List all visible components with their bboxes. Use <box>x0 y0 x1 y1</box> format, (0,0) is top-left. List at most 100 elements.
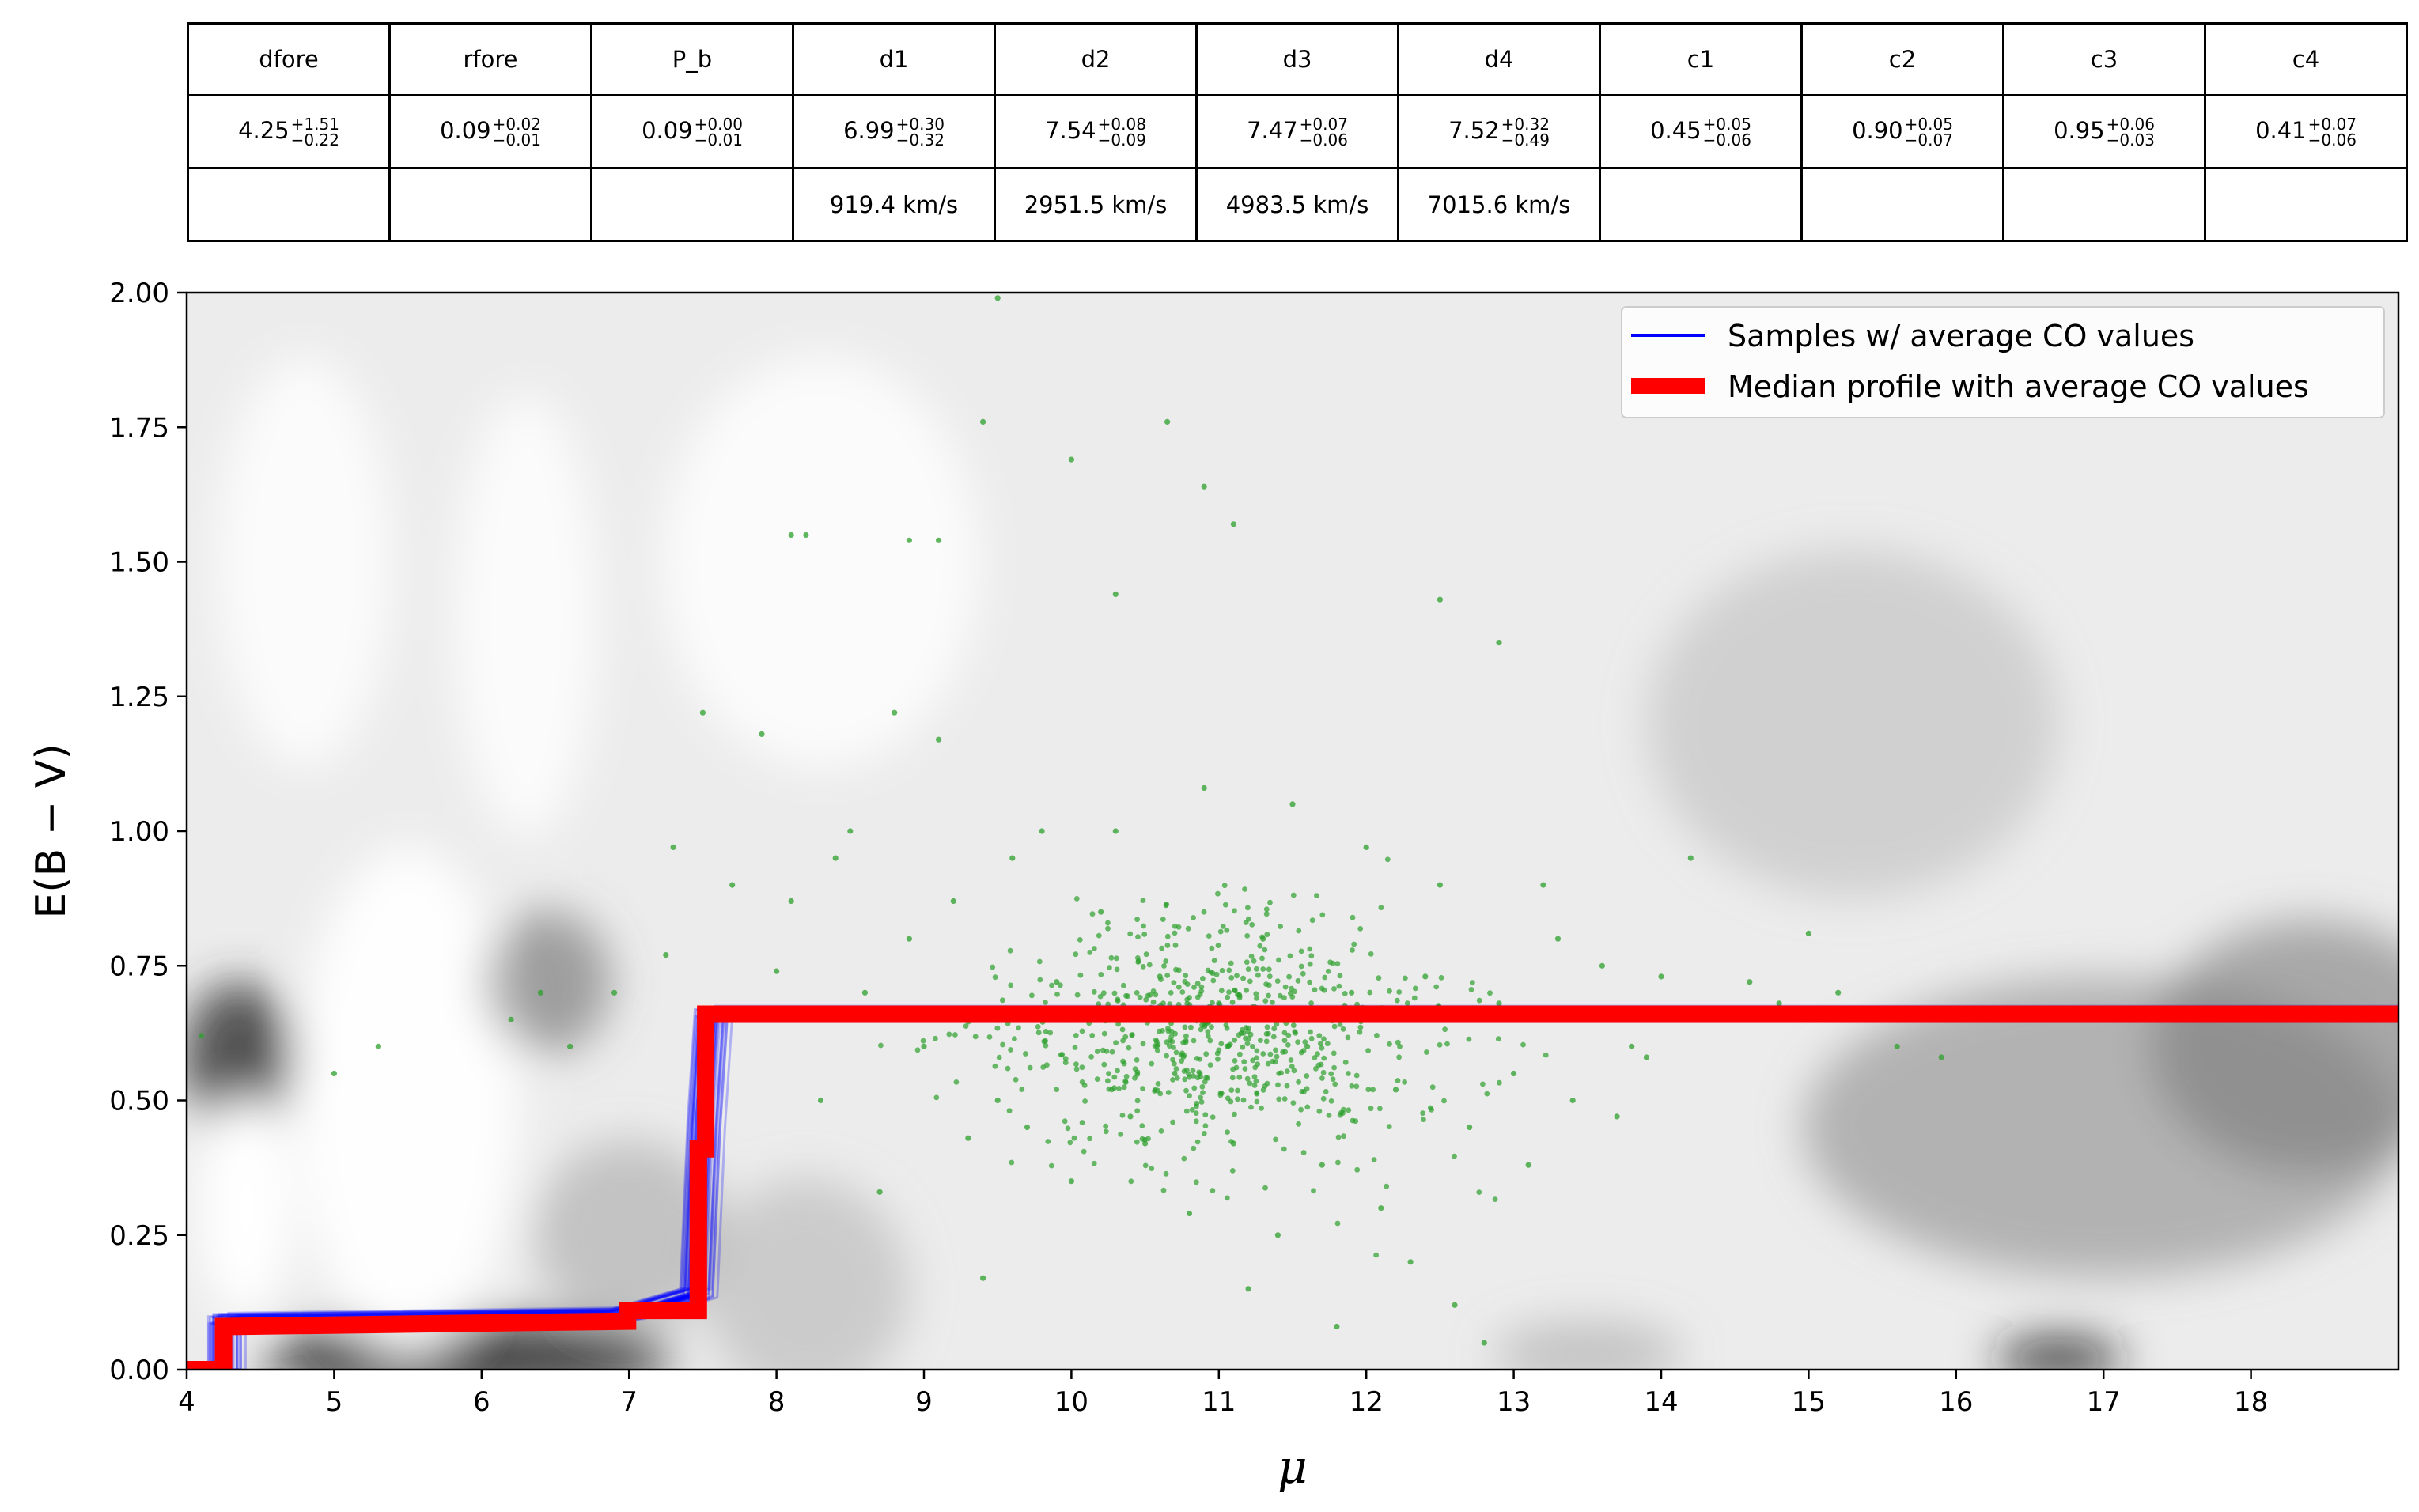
scatter-point <box>1296 1121 1301 1127</box>
param-header: dfore <box>187 22 391 96</box>
scatter-point <box>1108 954 1115 961</box>
scatter-point <box>537 989 544 996</box>
scatter-point <box>1353 1083 1360 1090</box>
scatter-point <box>1142 1162 1149 1169</box>
scatter-point <box>1273 1136 1278 1143</box>
scatter-point <box>963 1023 969 1029</box>
scatter-point <box>1229 1000 1236 1005</box>
density-blob <box>2152 920 2398 1174</box>
scatter-point <box>1160 917 1166 922</box>
param-value: 0.09 <box>440 116 491 144</box>
scatter-point <box>1194 1100 1200 1106</box>
x-tick-label: 6 <box>473 1386 490 1418</box>
scatter-point <box>1240 975 1246 981</box>
scatter-point <box>1146 962 1153 968</box>
scatter-point <box>1321 987 1327 993</box>
scatter-point <box>1149 1166 1155 1171</box>
scatter-point <box>1442 1026 1448 1033</box>
scatter-point <box>1200 976 1206 981</box>
scatter-point <box>1281 1146 1287 1152</box>
scatter-point <box>1065 1125 1071 1132</box>
param-header: d3 <box>1195 22 1399 96</box>
scatter-point <box>1340 1110 1346 1116</box>
scatter-point <box>1314 893 1319 898</box>
param-value-cell: 0.09 +0.02 −0.01 <box>388 94 592 169</box>
plot-area <box>187 293 2398 1370</box>
scatter-point <box>1247 978 1253 985</box>
scatter-point <box>1496 1079 1502 1086</box>
scatter-point <box>1331 986 1337 992</box>
param-value-cell: 4.25 +1.51 −0.22 <box>187 94 391 169</box>
scatter-point <box>1073 1066 1080 1072</box>
y-tick-label: 1.75 <box>109 412 169 444</box>
scatter-point <box>1228 1139 1234 1144</box>
scatter-point <box>1179 1058 1184 1064</box>
scatter-point <box>1044 1062 1050 1068</box>
param-value: 0.95 <box>2054 116 2105 144</box>
scatter-point <box>1492 1196 1498 1202</box>
scatter-point <box>1123 992 1129 999</box>
scatter-point <box>1263 1038 1270 1045</box>
scatter-point <box>1189 1107 1195 1113</box>
scatter-point <box>1365 1087 1372 1093</box>
scatter-point <box>1170 1057 1175 1063</box>
legend-samples-label: Samples w/ average CO values <box>1728 319 2194 353</box>
param-lower-error: −0.01 <box>694 130 743 149</box>
scatter-point <box>1215 943 1221 948</box>
scatter-point <box>1336 983 1342 989</box>
scatter-point <box>1134 1072 1141 1077</box>
scatter-point <box>1337 973 1343 979</box>
scatter-point <box>1198 1099 1205 1105</box>
scatter-point <box>1115 998 1121 1004</box>
velocity-cell: 919.4 km/s <box>792 167 996 242</box>
scatter-point <box>1335 1134 1342 1140</box>
scatter-point <box>1037 977 1043 983</box>
scatter-point <box>1122 1079 1129 1085</box>
scatter-point <box>1298 948 1304 954</box>
velocity-cell <box>2002 167 2206 242</box>
scatter-point <box>1378 1205 1384 1211</box>
scatter-point <box>1175 984 1182 990</box>
scatter-point <box>953 1079 960 1085</box>
scatter-point <box>1161 963 1167 969</box>
scatter-point <box>1024 1124 1031 1131</box>
scatter-point <box>788 531 794 539</box>
scatter-point <box>1244 1075 1251 1082</box>
scatter-point <box>1395 1039 1401 1045</box>
scatter-point <box>1193 1179 1199 1185</box>
scatter-point <box>1132 1075 1138 1081</box>
param-upper-error: +0.02 <box>492 114 541 134</box>
density-blob <box>702 1177 909 1370</box>
scatter-point <box>1614 1113 1620 1120</box>
scatter-point <box>1321 1055 1327 1061</box>
density-blob <box>297 847 519 1354</box>
scatter-point <box>1328 1098 1334 1104</box>
scatter-point <box>1134 955 1141 961</box>
scatter-point <box>1251 1074 1258 1080</box>
scatter-point <box>1349 1083 1355 1089</box>
scatter-point <box>1259 934 1265 940</box>
scatter-point <box>1039 828 1045 834</box>
scatter-point <box>1172 923 1178 929</box>
param-header: P_b <box>590 22 794 96</box>
scatter-point <box>1345 1034 1351 1041</box>
scatter-point <box>1105 920 1111 926</box>
scatter-point <box>1262 947 1268 953</box>
scatter-point <box>1312 987 1318 992</box>
scatter-point <box>1250 1044 1255 1049</box>
scatter-point <box>1172 942 1179 948</box>
param-value-cell: 0.09 +0.00 −0.01 <box>590 94 794 169</box>
scatter-point <box>950 898 956 905</box>
scatter-point <box>1276 1070 1282 1076</box>
scatter-point <box>1540 882 1546 888</box>
scatter-point <box>1235 1096 1240 1102</box>
scatter-point <box>1210 970 1216 977</box>
scatter-point <box>1278 924 1283 929</box>
scatter-point <box>1172 1060 1177 1067</box>
scatter-point <box>1441 1098 1447 1104</box>
scatter-point <box>1119 1113 1126 1118</box>
scatter-point <box>1089 1033 1096 1038</box>
scatter-point <box>1182 1076 1188 1083</box>
scatter-point <box>1315 1051 1320 1057</box>
param-value: 7.52 <box>1448 116 1500 144</box>
